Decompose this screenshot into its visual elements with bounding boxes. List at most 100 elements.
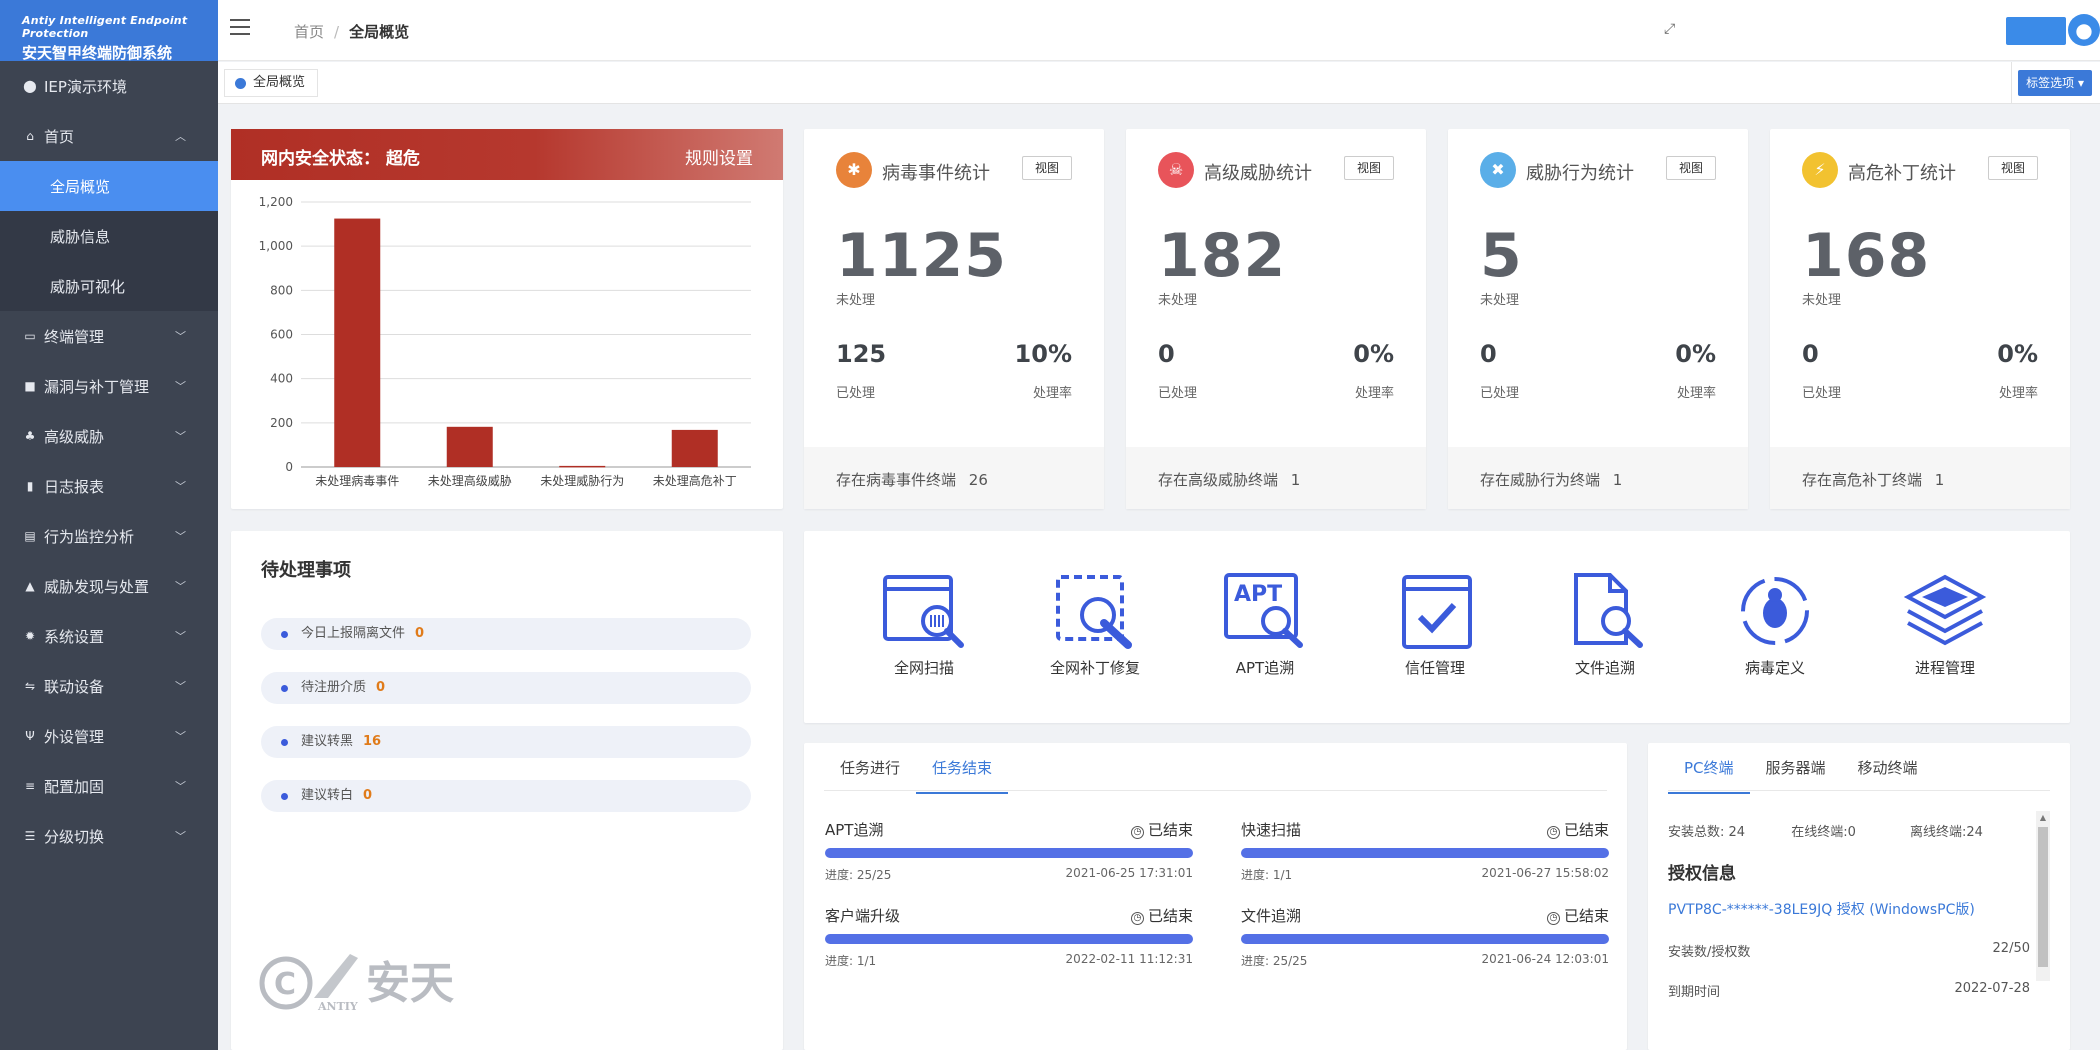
tool-apt-trace[interactable]: APT APT追溯 <box>1210 571 1320 678</box>
pending-item[interactable]: 待注册介质 0 <box>261 672 751 704</box>
tag-overview[interactable]: 全局概览 <box>224 69 319 97</box>
tab-server[interactable]: 服务器端 <box>1765 759 1826 777</box>
sidebar-item-discovery[interactable]: ▲ 威胁发现与处置 ﹀ <box>0 561 218 611</box>
tool-process-manage[interactable]: 进程管理 <box>1890 571 2000 678</box>
sidebar-item-label: 联动设备 <box>44 677 105 696</box>
kv-value: 2022-07-28 <box>1954 981 2030 996</box>
task-progress: 进度: 1/1 <box>825 954 877 968</box>
sidebar-item-terminal[interactable]: ▭ 终端管理 ﹀ <box>0 311 218 361</box>
rule-settings-link[interactable]: 规则设置 <box>685 149 753 169</box>
bar[interactable] <box>559 465 606 468</box>
bar[interactable] <box>334 218 381 467</box>
sidebar-item-label: 行为监控分析 <box>44 527 135 546</box>
warning-icon: ▲ <box>25 579 35 593</box>
y-tick-label: 0 <box>285 460 293 474</box>
sidebar-item-peripheral[interactable]: Ψ 外设管理 ﹀ <box>0 711 218 761</box>
view-button[interactable]: 视图 <box>1666 156 1716 180</box>
task-item[interactable]: APT追溯 ◷ 已结束 进度: 25/25 2021-06-25 17:31:01 <box>825 819 1193 883</box>
chevron-down-icon: ﹀ <box>175 830 186 843</box>
chevron-down-icon: ﹀ <box>175 480 186 493</box>
kv-label: 到期时间 <box>1668 985 1721 1000</box>
sidebar-item-label: 高级威胁 <box>44 427 105 446</box>
stat-card: ☠ 高级威胁统计 视图 182 未处理 0 已处理 0% 处理率 存在高级威胁终… <box>1126 129 1426 509</box>
sidebar-subitem-threat-visual[interactable]: 威胁可视化 <box>0 261 218 311</box>
task-time: 2022-02-11 11:12:31 <box>1065 952 1193 966</box>
scroll-up-icon[interactable]: ▲ <box>2039 813 2046 822</box>
tab-mobile[interactable]: 移动终端 <box>1857 759 1918 777</box>
pending-item[interactable]: 建议转白 0 <box>261 780 751 812</box>
sidebar-subitem-overview[interactable]: 全局概览 <box>0 161 218 211</box>
cubes-icon: ♣ <box>24 429 36 443</box>
unprocessed-label: 未处理 <box>1802 293 1842 308</box>
fullscreen-icon[interactable]: ⤢ <box>1664 21 1676 37</box>
pending-item[interactable]: 今日上报隔离文件 0 <box>261 618 751 650</box>
tool-virus-define[interactable]: 病毒定义 <box>1720 571 1830 678</box>
view-button[interactable]: 视图 <box>1022 156 1072 180</box>
sidebar-item-env[interactable]: ⬤ IEP演示环境 <box>0 61 218 111</box>
stat-footer-label: 存在高级威胁终端 <box>1158 471 1279 489</box>
task-status-text: 已结束 <box>1563 907 1609 925</box>
stat-title: 病毒事件统计 <box>882 163 990 184</box>
network-scan-icon <box>883 575 964 648</box>
user-button[interactable] <box>2006 17 2066 45</box>
tool-label: 全网扫描 <box>893 659 954 677</box>
license-link[interactable]: PVTP8C-******-38LE9JQ 授权 (WindowsPC版) <box>1668 902 1975 918</box>
process-rate: 10% <box>1014 340 1072 368</box>
sidebar-item-apt[interactable]: ♣ 高级威胁 ﹀ <box>0 411 218 461</box>
task-item[interactable]: 客户端升级 ◷ 已结束 进度: 1/1 2022-02-11 11:12:31 <box>825 905 1193 969</box>
link-icon: ⇋ <box>24 679 36 693</box>
tab-pc-terminal[interactable]: PC终端 <box>1668 746 1750 794</box>
clock-icon: ◷ <box>1546 912 1560 925</box>
task-time: 2021-06-25 17:31:01 <box>1065 866 1193 880</box>
chevron-down-icon: ﹀ <box>175 780 186 793</box>
chevron-down-icon: ﹀ <box>175 630 186 643</box>
stat-footer[interactable]: 存在高危补丁终端 1 <box>1770 447 2070 509</box>
tag-options-button[interactable]: 标签选项 ▾ <box>2018 70 2092 96</box>
sidebar-item-settings[interactable]: ✹ 系统设置 ﹀ <box>0 611 218 661</box>
tool-network-scan[interactable]: 全网扫描 <box>869 571 979 678</box>
sidebar-item-level[interactable]: ☰ 分级切换 ﹀ <box>0 811 218 861</box>
task-item[interactable]: 文件追溯 ◷ 已结束 进度: 25/25 2021-06-24 12:03:01 <box>1241 905 1609 969</box>
usb-icon: Ψ <box>25 729 35 743</box>
sidebar: Antiy Intelligent Endpoint Protection 安天… <box>0 0 218 1050</box>
stat-footer[interactable]: 存在病毒事件终端 26 <box>804 447 1104 509</box>
processed-count: 0 <box>1480 340 1497 368</box>
sidebar-item-vuln[interactable]: ■ 漏洞与补丁管理 ﹀ <box>0 361 218 411</box>
tool-patch-repair[interactable]: 全网补丁修复 <box>1040 571 1150 678</box>
task-item[interactable]: 快速扫描 ◷ 已结束 进度: 1/1 2021-06-27 15:58:02 <box>1241 819 1609 883</box>
tool-trust-manage[interactable]: 信任管理 <box>1380 571 1490 678</box>
bolt-icon: ⚡ <box>1802 152 1838 188</box>
tab-tasks-running[interactable]: 任务进行 <box>840 759 901 777</box>
bar[interactable] <box>671 429 718 467</box>
sidebar-item-behavior[interactable]: ▤ 行为监控分析 ﹀ <box>0 511 218 561</box>
sidebar-item-linkage[interactable]: ⇋ 联动设备 ﹀ <box>0 661 218 711</box>
process-rate-label: 处理率 <box>1354 386 1394 401</box>
stat-footer[interactable]: 存在高级威胁终端 1 <box>1126 447 1426 509</box>
sidebar-item-harden[interactable]: ≡ 配置加固 ﹀ <box>0 761 218 811</box>
scrollbar-thumb[interactable] <box>2038 827 2048 967</box>
task-status: ◷ 已结束 <box>1546 819 1609 840</box>
breadcrumb-home[interactable]: 首页 <box>294 23 325 41</box>
sidebar-item-label: 分级切换 <box>44 827 105 846</box>
menu-toggle-icon[interactable] <box>230 19 250 35</box>
bar[interactable] <box>446 426 493 467</box>
pending-item[interactable]: 建议转黑 16 <box>261 726 751 758</box>
terminal-tabs: PC终端 服务器端 移动终端 <box>1668 743 2050 794</box>
avatar[interactable]: ● <box>2068 14 2100 46</box>
view-button[interactable]: 视图 <box>1988 156 2038 180</box>
clock-icon: ◷ <box>1130 912 1144 925</box>
stat-footer[interactable]: 存在威胁行为终端 1 <box>1448 447 1748 509</box>
task-progress-bar <box>825 848 1193 858</box>
tool-file-trace[interactable]: 文件追溯 <box>1550 571 1660 678</box>
stat-footer-label: 存在威胁行为终端 <box>1480 471 1601 489</box>
tool-label: 信任管理 <box>1404 659 1465 677</box>
processed-label: 已处理 <box>1158 386 1198 401</box>
sidebar-subitem-threat-info[interactable]: 威胁信息 <box>0 211 218 261</box>
sidebar-item-home[interactable]: ⌂ 首页 ︿ <box>0 111 218 161</box>
pending-value: 0 <box>363 788 373 803</box>
bullet-icon <box>281 793 288 800</box>
tab-tasks-finished[interactable]: 任务结束 <box>916 746 1009 794</box>
pending-label: 建议转白 <box>301 788 354 803</box>
view-button[interactable]: 视图 <box>1344 156 1394 180</box>
sidebar-item-logs[interactable]: ▮ 日志报表 ﹀ <box>0 461 218 511</box>
